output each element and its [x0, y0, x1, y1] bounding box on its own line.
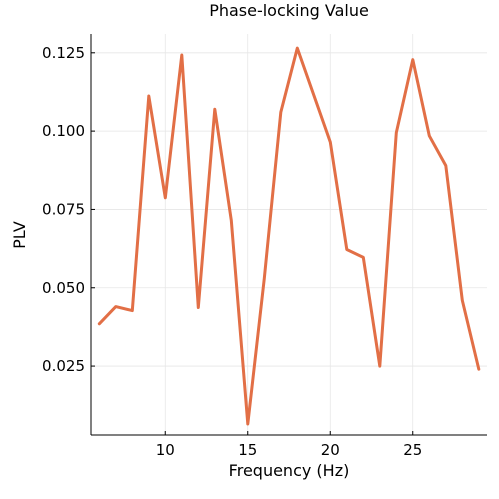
y-tick-label: 0.025 — [42, 357, 85, 375]
x-tick-label: 10 — [156, 441, 175, 459]
plv-series-line — [97, 46, 481, 426]
axes — [90, 34, 487, 436]
y-tick-label: 0.125 — [42, 44, 85, 62]
x-axis-label: Frequency (Hz) — [229, 461, 350, 480]
x-tick-label: 20 — [321, 441, 340, 459]
x-tick-label: 25 — [403, 441, 422, 459]
chart-title: Phase-locking Value — [209, 1, 369, 20]
series-lines — [97, 46, 481, 426]
grid-lines — [91, 34, 487, 435]
y-tick-label: 0.075 — [42, 200, 85, 218]
y-tick-label: 0.100 — [42, 122, 85, 140]
ticks: 10 15 20 25 0.025 0.050 0.075 0.100 0.125 — [42, 44, 422, 459]
x-tick-label: 15 — [238, 441, 257, 459]
y-tick-label: 0.050 — [42, 279, 85, 297]
y-axis-label: PLV — [10, 221, 29, 249]
